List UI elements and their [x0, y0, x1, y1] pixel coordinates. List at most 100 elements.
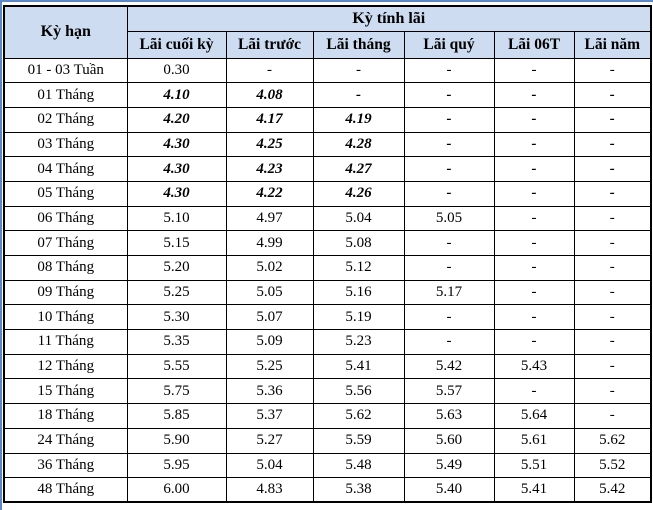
- term-cell: 05 Tháng: [3, 180, 128, 207]
- rate-cell: 5.04: [312, 205, 405, 232]
- rate-cell: -: [493, 304, 575, 331]
- table-row: 07 Tháng 5.15 4.99 5.08- - -: [3, 230, 652, 256]
- rate-cell: -: [573, 329, 652, 355]
- rate-cell: 5.43: [493, 353, 575, 380]
- rate-cell: 4.30: [126, 180, 227, 207]
- rate-cell: 5.48: [312, 452, 405, 479]
- term-cell: 12 Tháng: [3, 353, 128, 380]
- rate-cell: 5.19: [312, 304, 405, 331]
- rate-cell: -: [573, 279, 652, 306]
- rate-cell: 4.83: [225, 477, 314, 503]
- term-cell: 18 Tháng: [3, 403, 128, 429]
- rate-cell: 5.55: [126, 353, 227, 380]
- rate-cell: -: [573, 205, 652, 232]
- column-header-4: Lãi 06T: [493, 30, 575, 59]
- container-left-border: [0, 0, 2, 510]
- rate-cell: -: [493, 279, 575, 306]
- rate-cell: 5.60: [403, 427, 495, 454]
- rate-cell: 5.36: [225, 378, 314, 405]
- rate-cell: 5.85: [126, 403, 227, 429]
- column-header-5: Lãi năm: [573, 30, 652, 59]
- rate-cell: 5.09: [225, 329, 314, 355]
- rate-cell: 5.27: [225, 427, 314, 454]
- rate-cell: -: [225, 57, 314, 84]
- table-row: 04 Tháng 4.30 4.23 4.27- - -: [3, 156, 652, 182]
- rate-cell: -: [493, 180, 575, 207]
- rate-cell: -: [403, 304, 495, 331]
- rate-cell: 5.41: [312, 353, 405, 380]
- rate-cell: 5.37: [225, 403, 314, 429]
- column-header-0: Lãi cuối kỳ: [126, 30, 227, 59]
- rate-cell: -: [493, 205, 575, 232]
- rate-cell: 5.40: [403, 477, 495, 503]
- term-cell: 06 Tháng: [3, 205, 128, 232]
- rate-cell: 5.16: [312, 279, 405, 306]
- rate-cell: 5.62: [312, 403, 405, 429]
- term-cell: 07 Tháng: [3, 230, 128, 256]
- rate-cell: 5.59: [312, 427, 405, 454]
- term-cell: 08 Tháng: [3, 255, 128, 281]
- table-row: 18 Tháng 5.85 5.37 5.62 5.63 5.64-: [3, 403, 652, 429]
- rate-cell: 5.57: [403, 378, 495, 405]
- rate-cell: -: [573, 304, 652, 331]
- term-cell: 36 Tháng: [3, 452, 128, 479]
- table-row: 09 Tháng 5.25 5.05 5.16 5.17- -: [3, 279, 652, 306]
- rate-cell: 4.10: [126, 82, 227, 108]
- rate-cell: 5.51: [493, 452, 575, 479]
- rate-cell: -: [573, 255, 652, 281]
- term-cell: 09 Tháng: [3, 279, 128, 306]
- rate-cell: -: [573, 230, 652, 256]
- rate-cell: -: [403, 329, 495, 355]
- header-group-row: Kỳ hạn Kỳ tính lãi: [3, 5, 652, 59]
- rate-cell: -: [573, 131, 652, 158]
- rate-cell: -: [573, 82, 652, 108]
- rate-cell: 5.02: [225, 255, 314, 281]
- column-header-3: Lãi quý: [403, 30, 495, 59]
- rate-cell: 5.25: [126, 279, 227, 306]
- interest-rate-table: Kỳ hạn Kỳ tính lãi Lãi cuối kỳ Lãi trước L…: [3, 5, 653, 504]
- rate-cell: 5.15: [126, 230, 227, 256]
- table-row: 11 Tháng 5.35 5.09 5.23- - -: [3, 329, 652, 355]
- rate-cell: 4.26: [312, 180, 405, 207]
- table-row: 01 - 03 Tuần 0.30- - - - -: [3, 57, 652, 84]
- rate-cell: 5.90: [126, 427, 227, 454]
- rate-cell: 4.99: [225, 230, 314, 256]
- rate-cell: -: [403, 255, 495, 281]
- rate-cell: -: [493, 329, 575, 355]
- rate-cell: 4.23: [225, 156, 314, 182]
- rate-cell: 5.05: [403, 205, 495, 232]
- group-header-ky-tinh-lai: Kỳ tính lãi: [126, 5, 652, 32]
- rate-cell: 4.97: [225, 205, 314, 232]
- table-row: 24 Tháng 5.90 5.27 5.59 5.60 5.61 5.62: [3, 427, 652, 454]
- table-row: 36 Tháng 5.95 5.04 5.48 5.49 5.51 5.52: [3, 452, 652, 479]
- rate-cell: 5.07: [225, 304, 314, 331]
- rate-cell: -: [403, 106, 495, 133]
- rate-cell: 5.42: [403, 353, 495, 380]
- rate-cell: 5.42: [573, 477, 652, 503]
- rate-cell: 5.62: [573, 427, 652, 454]
- rate-cell: 5.10: [126, 205, 227, 232]
- rate-cell: 5.08: [312, 230, 405, 256]
- rate-cell: 4.27: [312, 156, 405, 182]
- table-row: 06 Tháng 5.10 4.97 5.04 5.05- -: [3, 205, 652, 232]
- rate-cell: 4.30: [126, 156, 227, 182]
- rate-cell: 5.05: [225, 279, 314, 306]
- rate-cell: 4.08: [225, 82, 314, 108]
- table-row: 15 Tháng 5.75 5.36 5.56 5.57- -: [3, 378, 652, 405]
- rate-cell: -: [573, 57, 652, 84]
- rate-cell: 5.75: [126, 378, 227, 405]
- rate-cell: 5.38: [312, 477, 405, 503]
- rate-cell: 5.52: [573, 452, 652, 479]
- term-cell: 11 Tháng: [3, 329, 128, 355]
- rate-cell: 4.28: [312, 131, 405, 158]
- rate-cell: 5.56: [312, 378, 405, 405]
- column-header-2: Lãi tháng: [312, 30, 405, 59]
- table-row: 48 Tháng 6.00 4.83 5.38 5.40 5.41 5.42: [3, 477, 652, 503]
- rate-cell: -: [493, 378, 575, 405]
- rate-cell: 5.49: [403, 452, 495, 479]
- term-cell: 04 Tháng: [3, 156, 128, 182]
- rate-cell: 5.41: [493, 477, 575, 503]
- rate-cell: 4.25: [225, 131, 314, 158]
- table-row: 03 Tháng 4.30 4.25 4.28- - -: [3, 131, 652, 158]
